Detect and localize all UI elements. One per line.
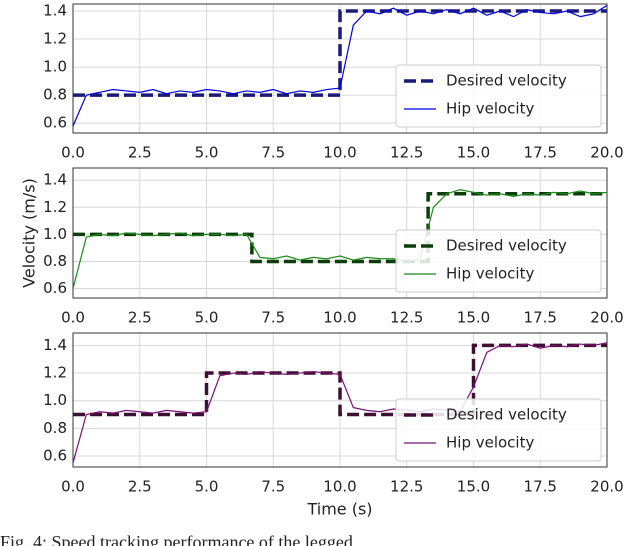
y-tick-label: 1.2 [43,30,67,48]
x-tick-label: 15.0 [457,478,490,496]
series-line [72,189,608,289]
y-tick-label: 0.6 [43,279,67,297]
legend-label: Desired velocity [446,406,567,424]
x-tick-label: 15.0 [457,144,490,162]
x-tick-label: 20.0 [590,309,623,327]
x-tick-label: 12.5 [390,309,423,327]
x-tick-label: 7.5 [261,144,285,162]
x-tick-label: 17.5 [524,309,557,327]
y-tick-label: 0.8 [43,419,67,437]
x-tick-label: 10.0 [323,309,356,327]
legend-label: Hip velocity [446,265,534,283]
x-tick-label: 12.5 [390,478,423,496]
plot-frame [72,3,608,134]
y-tick-label: 1.4 [43,171,67,189]
x-tick-label: 0.0 [61,478,85,496]
x-tick-label: 5.0 [195,478,219,496]
series-line [72,342,608,464]
y-tick-label: 1.4 [43,336,67,354]
x-tick-label: 7.5 [261,478,285,496]
caption: Fig. 4: Speed tracking performance of th… [0,532,353,546]
y-tick-label: 0.6 [43,446,67,464]
x-tick-label: 20.0 [590,478,623,496]
series-line [73,343,607,417]
y-tick-label: 0.8 [43,252,67,270]
y-tick-label: 1.2 [43,198,67,216]
series-line [73,9,607,97]
y-tick-label: 1.2 [43,364,67,382]
x-tick-label: 7.5 [261,309,285,327]
y-tick-label: 1.4 [43,2,67,20]
x-tick-label: 17.5 [524,144,557,162]
legend-box [395,64,602,128]
x-tick-label: 10.0 [323,144,356,162]
x-tick-label: 15.0 [457,309,490,327]
x-tick-label: 0.0 [61,309,85,327]
y-tick-label: 1.0 [43,391,67,409]
x-tick-label: 5.0 [195,144,219,162]
legend-label: Hip velocity [446,434,534,452]
x-tick-label: 5.0 [195,309,219,327]
series-line [72,4,608,127]
legend-box [395,398,602,462]
y-tick-label: 0.6 [43,114,67,132]
legend-label: Desired velocity [446,237,567,255]
x-tick-label: 17.5 [524,478,557,496]
y-tick-label: 1.0 [43,225,67,243]
legend-box [395,229,602,293]
x-axis-label: Time (s) [306,500,372,519]
x-tick-label: 12.5 [390,144,423,162]
x-tick-label: 2.5 [128,309,152,327]
legend-label: Desired velocity [446,72,567,90]
legend-label: Hip velocity [446,100,534,118]
x-tick-label: 10.0 [323,478,356,496]
x-tick-label: 0.0 [61,144,85,162]
y-tick-label: 0.8 [43,86,67,104]
plot-frame [72,332,608,468]
x-tick-label: 2.5 [128,144,152,162]
x-tick-label: 20.0 [590,144,623,162]
series-line [73,191,607,264]
y-tick-label: 1.0 [43,58,67,76]
x-tick-label: 2.5 [128,478,152,496]
y-axis-label: Velocity (m/s) [20,178,39,288]
